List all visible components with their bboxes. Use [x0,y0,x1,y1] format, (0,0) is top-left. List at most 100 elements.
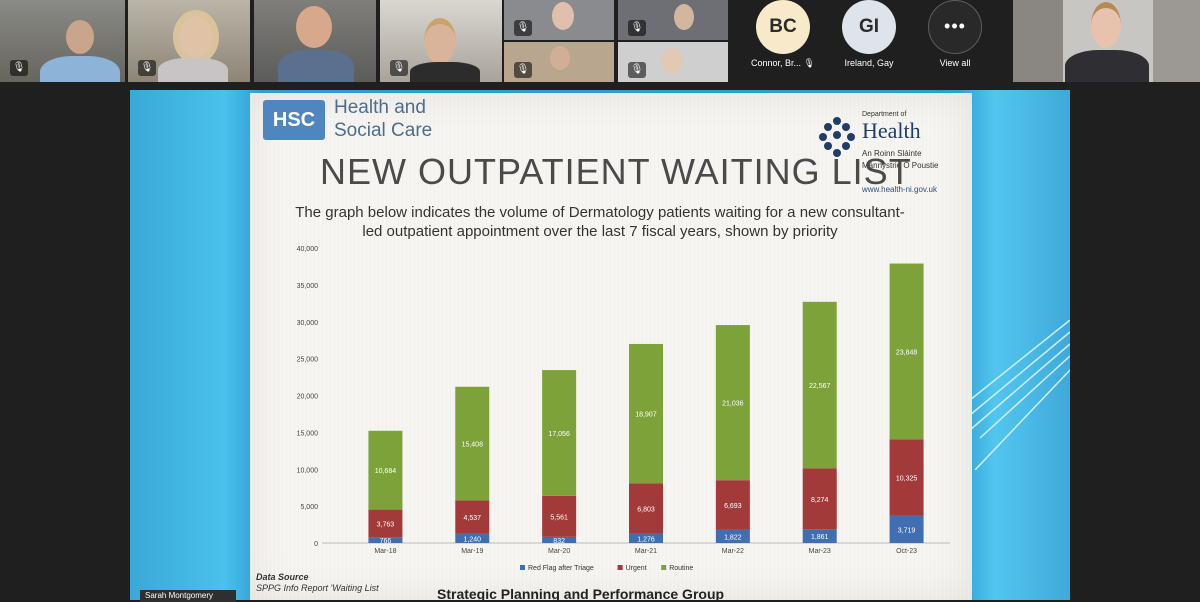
data-label: 18,907 [635,412,657,419]
bar-segment [889,439,924,516]
x-tick-label: Mar-20 [548,548,570,555]
data-label: 10,325 [896,475,918,482]
muted-mic-icon: 🎙 [514,20,532,36]
decorative-lines [970,320,1070,470]
presenter-name-tag: Sarah Montgomery [140,590,236,602]
legend-label: Routine [669,565,693,572]
data-label: 1,861 [811,534,829,541]
data-label: 15,408 [462,442,484,449]
y-tick-label: 35,000 [297,283,319,290]
participant-video-2[interactable]: 🎙 [128,0,250,82]
doh-irish: An Roinn Sláinte [862,149,922,158]
legend-swatch [520,565,525,570]
data-label: 4,537 [464,515,482,522]
data-label: 10,684 [375,468,397,475]
data-label: 832 [553,538,565,545]
muted-mic-icon: 🎙 [628,62,646,78]
participant-video-1[interactable]: 🎙 [0,0,125,82]
bar-segment [542,495,577,537]
participant-avatar-gi[interactable]: GI Ireland, Gay [824,0,914,82]
bar-segment [455,500,490,534]
bar-segment [368,509,403,538]
legend-swatch [661,565,667,570]
stage-margin [1070,90,1200,600]
muted-mic-icon: 🎙 [390,60,408,76]
data-label: 8,274 [811,497,829,504]
hsc-logo: HSC [263,100,325,140]
data-label: 3,763 [377,521,395,528]
bar-segment [629,533,663,543]
y-tick-label: 25,000 [297,357,319,364]
bar-segment [802,301,837,469]
muted-mic-icon: 🎙 [514,62,532,78]
participant-video-6[interactable]: 🎙 [618,0,728,40]
doh-emblem-icon [819,117,855,157]
bar-segment [368,537,403,543]
data-label: 6,693 [724,503,742,510]
department-of-health-logo: Department of Health An Roinn Sláinte Mä… [818,111,958,201]
participant-video-9[interactable] [1013,0,1200,82]
x-tick-label: Mar-22 [722,548,744,555]
data-label: 6,803 [637,507,655,514]
x-tick-label: Oct-23 [896,548,917,555]
doh-top-text: Department of [862,111,907,118]
y-tick-label: 10,000 [297,467,319,474]
doh-url: www.health-ni.gov.uk [862,185,937,194]
participant-video-8[interactable]: 🎙 [618,42,728,82]
bar-segment [715,529,750,543]
bar-segment [802,468,837,530]
participant-video-5[interactable]: 🎙 [504,0,614,40]
bar-segment [715,325,750,481]
bar-segment [889,515,924,543]
legend-label: Urgent [626,565,647,572]
participant-avatar-bc[interactable]: BC Connor, Br... 🎙 [738,0,828,82]
slide-photo: HSC Health and Social Care Department of… [250,93,972,600]
muted-mic-icon: 🎙 [803,58,815,68]
legend-label: Red Flag after Triage [528,565,594,572]
y-tick-label: 20,000 [297,394,319,401]
avatar: BC [756,0,810,54]
slide-footer: Strategic Planning and Performance Group [437,586,725,600]
y-tick-label: 30,000 [297,320,319,327]
participant-strip: 🎙 🎙 🎙 🎙 🎙 🎙 🎙 BC Con [0,0,1200,86]
x-tick-label: Mar-19 [461,548,483,555]
x-tick-label: Mar-18 [374,548,396,555]
slide-subtitle: The graph below indicates the volume of … [295,204,905,240]
participant-video-7[interactable]: 🎙 [504,42,614,82]
participant-name: Connor, Br... 🎙 [751,58,815,68]
bar-segment [802,529,837,543]
legend-swatch [617,565,623,570]
data-label: 5,561 [550,514,568,521]
bar-segment [889,263,924,440]
data-source-text: SPPG Info Report 'Waiting List [256,583,379,593]
y-tick-label: 0 [314,541,318,548]
avatar: GI [842,0,896,54]
data-label: 23,848 [896,349,918,356]
muted-mic-icon: 🎙 [10,60,28,76]
data-label: 21,036 [722,401,744,408]
data-label: 766 [380,538,392,545]
view-all-label: View all [939,58,971,68]
x-tick-label: Mar-23 [809,548,831,555]
x-tick-label: Mar-21 [635,548,657,555]
view-all-button[interactable]: ••• View all [910,0,1000,82]
participant-name: Ireland, Gay [844,58,894,68]
participant-video-active-speaker[interactable] [254,0,376,82]
bar-segment [368,430,403,510]
participant-video-4[interactable]: 🎙 [380,0,502,82]
bar-segment [542,536,577,543]
bar-segment [542,370,577,496]
data-source-label: Data Source [256,572,309,582]
data-label: 3,719 [898,527,916,534]
bar-segment [455,386,490,501]
data-label: 1,276 [637,536,655,543]
y-tick-label: 40,000 [297,246,319,253]
data-label: 1,240 [464,536,482,543]
bar-segment [715,480,750,530]
doh-ulster-scots: Männystrie O Poustie [862,161,939,170]
waiting-list-chart: 0 5,000 10,000 15,000 20,000 25,000 30,000 35,0… [297,246,950,572]
data-label: 22,567 [809,383,831,390]
bar-segment [455,533,490,543]
slide-title: NEW OUTPATIENT WAITING LIST [320,151,912,192]
muted-mic-icon: 🎙 [628,20,646,36]
